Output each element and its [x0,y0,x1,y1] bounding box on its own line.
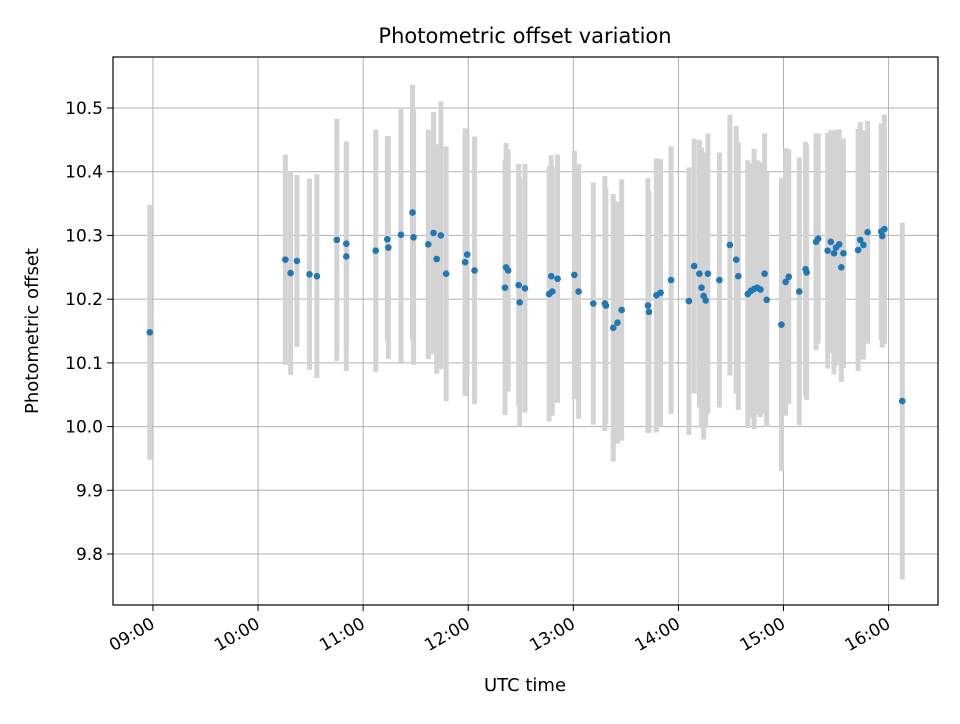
data-points [146,209,906,405]
data-point [785,273,793,281]
data-point [554,275,561,283]
data-point [515,281,522,289]
data-point [782,278,789,286]
data-point [282,256,289,263]
y-tick-label: 9.8 [76,545,103,565]
y-tick-label: 10.2 [65,290,103,310]
data-point [575,288,582,295]
data-point [763,296,770,304]
data-point [614,319,621,327]
data-point [397,231,405,239]
data-point [696,270,703,277]
data-point [645,308,653,316]
data-point [898,397,906,405]
data-point [287,269,294,277]
y-axis-label: Photometric offset [22,248,43,414]
data-point [306,270,313,278]
data-point [437,232,445,239]
data-point [313,272,321,280]
data-point [685,297,693,305]
y-tick-label: 10.1 [65,354,103,374]
data-point [704,270,712,277]
data-point [854,246,862,254]
data-point [860,241,867,249]
chart-title: Photometric offset variation [378,24,671,48]
data-point [732,256,740,263]
y-tick-label: 10.5 [65,99,103,119]
data-point [644,302,652,309]
data-point [410,234,417,241]
data-point [827,238,835,246]
data-point [778,321,785,328]
data-point [433,255,440,263]
data-point [864,228,871,236]
data-point [830,249,838,257]
data-point [548,288,556,295]
data-point [761,270,768,277]
data-point [521,285,529,292]
data-point [571,271,578,279]
data-point [430,229,437,237]
data-point [856,236,864,244]
data-point [602,302,610,309]
data-point [690,262,698,270]
data-point [343,240,350,248]
data-point [698,284,705,291]
data-point [501,284,509,291]
data-point [516,299,524,306]
data-point [824,247,831,255]
y-tick-label: 10.4 [65,163,103,183]
data-point [814,235,822,242]
data-point [463,251,471,258]
data-point [146,328,154,336]
data-point [835,241,843,248]
plot-frame [112,56,939,606]
data-point [840,249,847,257]
data-point [878,232,886,240]
data-point [293,257,301,265]
data-point [726,241,734,249]
data-point [881,225,888,233]
data-point [383,235,391,243]
data-point [343,253,350,260]
data-point [757,286,764,293]
data-point [735,272,742,280]
data-point [471,267,478,274]
data-point [657,289,664,297]
data-point [838,263,845,271]
data-point [442,270,450,277]
data-point [667,276,675,284]
data-point [385,244,392,251]
data-point [424,241,432,248]
data-point [504,267,512,274]
y-tick-label: 9.9 [76,481,103,501]
data-point [618,306,625,314]
data-point [702,297,710,304]
data-point [547,272,555,280]
data-point [589,300,597,307]
data-point [333,236,341,244]
data-point [803,269,810,276]
y-tick-label: 10.3 [65,226,103,246]
data-point [609,324,617,332]
x-axis-label: UTC time [484,675,566,696]
y-tick-label: 10.0 [65,418,103,438]
data-point [716,276,723,284]
data-point [409,209,416,216]
data-point [372,247,380,255]
data-point [795,288,803,295]
data-point [461,258,469,266]
